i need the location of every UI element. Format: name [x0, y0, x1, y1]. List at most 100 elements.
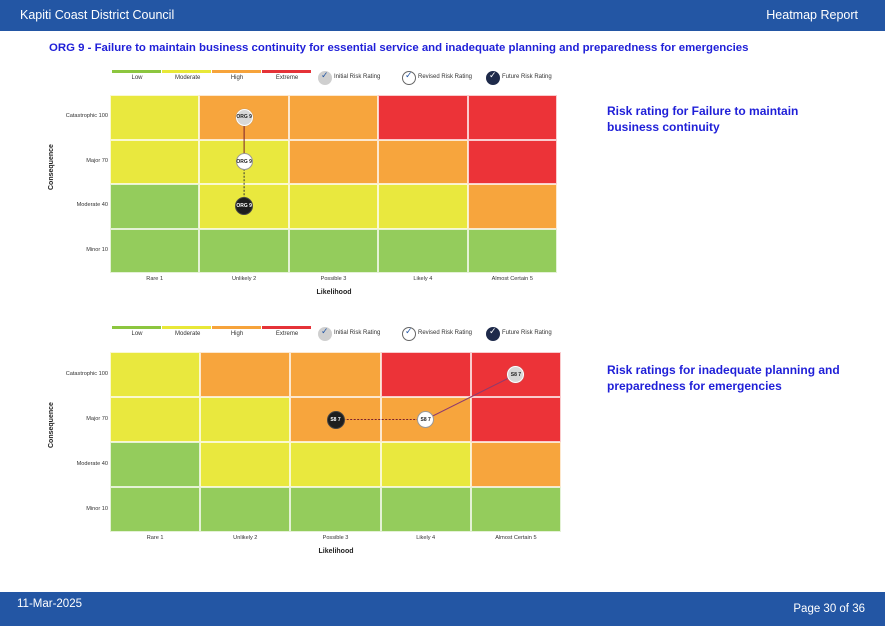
legend-bar-low — [112, 70, 161, 73]
chart-1-heading: Risk rating for Failure to maintain busi… — [607, 104, 799, 134]
heatmap-cell — [467, 95, 557, 140]
heatmap-cell — [470, 487, 561, 532]
legend-rating-label: Initial Risk Rating — [334, 74, 381, 80]
heatmap-grid — [110, 95, 557, 273]
legend-rating-label: Future Risk Rating — [502, 330, 552, 336]
page-number: Page 30 of 36 — [793, 603, 865, 615]
legend-bar-high — [212, 70, 261, 73]
heatmap-cell — [288, 184, 379, 229]
legend-label-low: Low — [131, 75, 143, 81]
report-name: Heatmap Report — [766, 8, 858, 22]
legend-label-extreme: Extreme — [275, 331, 299, 337]
heatmap-cell — [110, 442, 201, 487]
initial-to-revised-line — [425, 374, 517, 420]
likelihood-tick-label: Unlikely 2 — [231, 276, 257, 282]
heatmap-cell — [290, 487, 381, 532]
check-icon: ✓ — [405, 326, 413, 336]
heatmap-cell — [110, 487, 201, 532]
heatmap-cell — [470, 397, 561, 442]
check-icon: ✓ — [489, 326, 497, 336]
legend-label-high: High — [230, 331, 244, 337]
heatmap-cell — [467, 184, 557, 229]
heatmap-cell — [380, 442, 471, 487]
heatmap-cell — [200, 397, 291, 442]
legend-bar-low — [112, 326, 161, 329]
likelihood-tick-label: Likely 4 — [416, 535, 436, 541]
legend-label-moderate: Moderate — [175, 331, 201, 337]
heatmap-cell — [290, 442, 381, 487]
heatmap-cell — [378, 184, 468, 229]
heatmap-cell — [288, 228, 379, 273]
legend-label-low: Low — [131, 331, 143, 337]
header-bar: Kapiti Coast District Council Heatmap Re… — [0, 0, 885, 31]
initial-rating-marker: ORG 9 — [235, 108, 253, 126]
legend-rating-label: Revised Risk Rating — [418, 330, 473, 336]
heatmap-cell — [380, 487, 471, 532]
heatmap-cell — [199, 228, 289, 273]
heatmap-cell — [288, 139, 379, 184]
heatmap-cell — [110, 139, 200, 184]
legend-bar-extreme — [262, 326, 311, 329]
revised-rating-marker: S8 7 — [417, 411, 435, 428]
page-title: ORG 9 - Failure to maintain business con… — [49, 42, 749, 54]
consequence-tick-label: Moderate 40 — [76, 460, 108, 467]
heatmap-cell — [200, 487, 291, 532]
legend-label-high: High — [230, 75, 244, 81]
consequence-tick-label: Major 70 — [86, 415, 108, 422]
likelihood-tick-label: Unlikely 2 — [233, 535, 258, 541]
legend-bar-moderate — [162, 326, 211, 329]
consequence-tick-label: Minor 10 — [86, 505, 108, 512]
legend-rating-label: Initial Risk Rating — [334, 330, 381, 336]
legend-rating-label: Revised Risk Rating — [418, 74, 473, 80]
likelihood-tick-label: Almost Certain 5 — [491, 276, 533, 282]
future-rating-icon: ✓ — [486, 326, 500, 341]
consequence-tick-label: Catastrophic 100 — [65, 370, 108, 377]
check-icon: ✓ — [321, 70, 329, 80]
likelihood-tick-label: Rare 1 — [146, 535, 164, 541]
revised-rating-icon: ✓ — [402, 70, 416, 85]
heatmap-cell — [378, 95, 468, 140]
heatmap-cell — [378, 139, 468, 184]
heatmap-cell — [110, 352, 201, 397]
legend-label-moderate: Moderate — [175, 75, 201, 81]
initial-rating-marker: S8 7 — [507, 366, 525, 383]
heatmap-cell — [110, 228, 200, 273]
legend-bar-high — [212, 326, 261, 329]
likelihood-tick-label: Rare 1 — [146, 276, 164, 282]
likelihood-tick-label: Possible 3 — [322, 535, 349, 541]
footer-bar: 11-Mar-2025 Page 30 of 36 — [0, 592, 885, 626]
heatmap-grid — [110, 352, 561, 532]
consequence-tick-label: Major 70 — [86, 157, 108, 164]
heatmap-cell — [467, 228, 557, 273]
heatmap-cell — [110, 397, 201, 442]
heatmap-cell — [380, 352, 471, 397]
legend-label-extreme: Extreme — [275, 75, 299, 81]
future-rating-marker: ORG 9 — [235, 197, 254, 216]
footer-date: 11-Mar-2025 — [17, 598, 82, 610]
chart-2-heading: Risk ratings for inadequate planning and… — [607, 363, 840, 393]
legend-bar-extreme — [262, 70, 311, 73]
initial-rating-icon: ✓ — [318, 70, 332, 85]
x-axis-title: Likelihood — [316, 289, 352, 296]
check-icon: ✓ — [489, 70, 497, 80]
revised-rating-marker: ORG 9 — [235, 153, 253, 171]
check-icon: ✓ — [321, 326, 329, 336]
future-rating-marker: S8 7 — [326, 410, 345, 429]
consequence-tick-label: Catastrophic 100 — [65, 113, 108, 120]
heatmap-cell — [110, 95, 200, 140]
consequence-tick-label: Moderate 40 — [76, 202, 108, 209]
likelihood-tick-label: Likely 4 — [413, 276, 433, 282]
heatmap-cell — [470, 442, 561, 487]
heatmap-cell — [467, 139, 557, 184]
org-name: Kapiti Coast District Council — [20, 8, 175, 22]
check-icon: ✓ — [405, 70, 413, 80]
heatmap-cell — [200, 442, 291, 487]
heatmap-cell — [200, 352, 291, 397]
revised-rating-icon: ✓ — [402, 326, 416, 341]
heatmap-cell — [290, 352, 381, 397]
heatmap-cell — [110, 184, 200, 229]
future-rating-icon: ✓ — [486, 70, 500, 85]
initial-rating-icon: ✓ — [318, 326, 332, 341]
consequence-tick-label: Minor 10 — [86, 246, 108, 253]
